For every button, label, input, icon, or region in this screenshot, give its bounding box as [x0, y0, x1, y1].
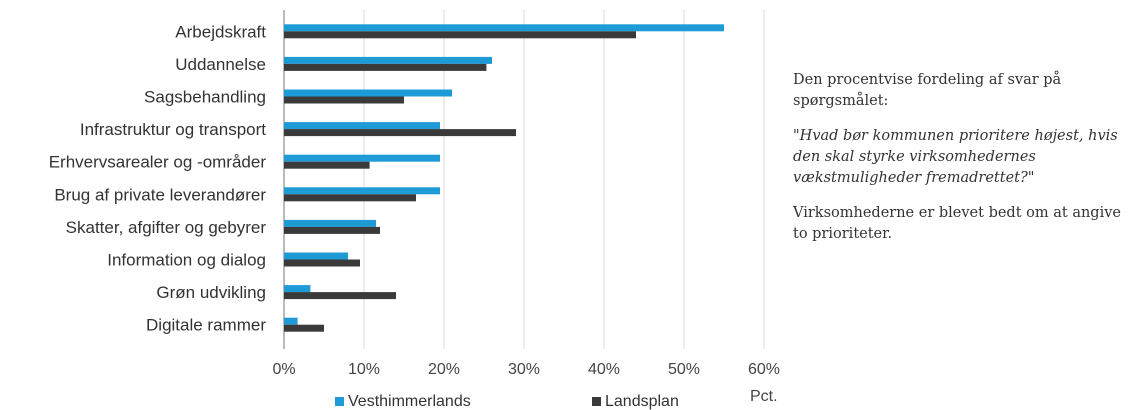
category-label: Grøn udvikling: [156, 283, 266, 302]
bar: [284, 187, 440, 195]
bar: [284, 154, 440, 162]
bar: [284, 292, 396, 300]
bar: [284, 259, 360, 267]
legend-swatch: [592, 397, 601, 406]
legend-label: Vesthimmerlands: [348, 393, 471, 410]
x-tick-label: 50%: [668, 361, 700, 378]
x-tick-label: 40%: [588, 361, 620, 378]
category-label: Brug af private leverandører: [54, 185, 266, 204]
bar: [284, 226, 380, 234]
x-tick-label: 60%: [748, 361, 780, 378]
x-tick-label: 20%: [428, 361, 460, 378]
bar: [284, 31, 636, 39]
bar: [284, 56, 492, 64]
x-tick-label: 30%: [508, 361, 540, 378]
chart-description: Den procentvise fordeling af svar på spø…: [793, 70, 1128, 259]
bar: [284, 96, 404, 104]
x-axis-label: Pct.: [750, 388, 778, 405]
bar: [284, 122, 440, 130]
bar-chart: 0% 10% 20% 30% 40% 50% 60% Arbejdskraft Uddannel…: [49, 10, 780, 410]
bar: [284, 194, 416, 202]
legend-swatch: [335, 397, 344, 406]
category-label: Skatter, afgifter og gebyrer: [66, 218, 267, 237]
bar: [284, 252, 348, 260]
legend-label: Landsplan: [605, 393, 679, 410]
category-label: Arbejdskraft: [175, 22, 266, 41]
survey-question: "Hvad bør kommunen prioritere højest, hv…: [793, 128, 1118, 186]
category-label: Digitale rammer: [146, 316, 266, 335]
category-label: Infrastruktur og transport: [80, 120, 266, 139]
bar: [284, 285, 311, 293]
category-label: Sagsbehandling: [144, 88, 266, 107]
bar: [284, 219, 376, 227]
description-instruction: Virksomhederne er blevet bedt om at angi…: [793, 205, 1121, 242]
bar: [284, 324, 324, 332]
bar: [284, 89, 452, 97]
description-intro: Den procentvise fordeling af svar på spø…: [793, 72, 1062, 109]
x-tick-label: 0%: [272, 361, 295, 378]
bar: [284, 129, 516, 137]
category-label: Uddannelse: [175, 55, 266, 74]
x-tick-label: 10%: [348, 361, 380, 378]
bar: [284, 24, 724, 32]
bar: [284, 317, 298, 325]
category-label: Erhvervsarealer og -områder: [49, 153, 267, 172]
bar: [284, 161, 370, 169]
bar: [284, 63, 487, 71]
category-label: Information og dialog: [107, 251, 266, 270]
